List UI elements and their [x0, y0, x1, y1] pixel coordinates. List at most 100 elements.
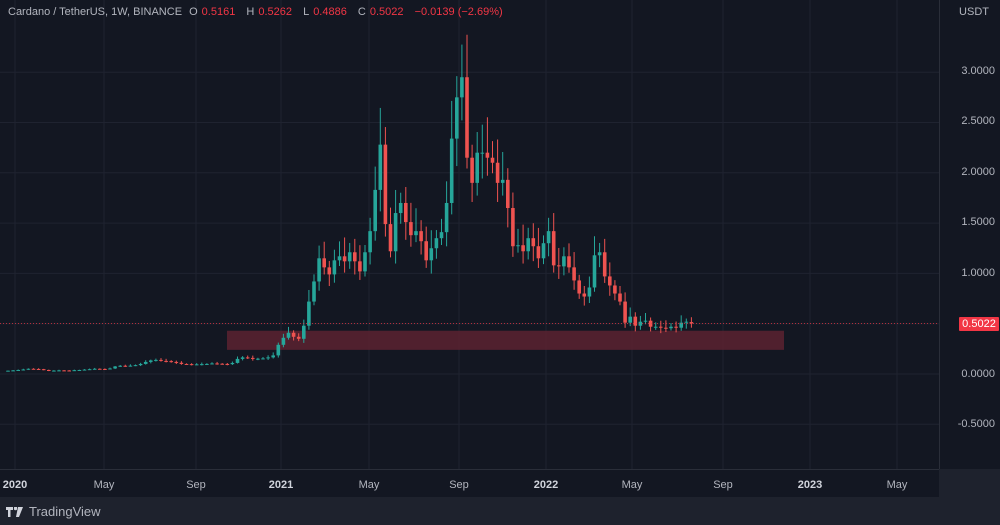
candle [194, 364, 199, 366]
candle [480, 152, 485, 154]
candle [669, 326, 673, 329]
candle [653, 326, 658, 328]
candle [429, 248, 434, 261]
candle [245, 357, 250, 359]
candle [618, 293, 622, 302]
x-tick: 2022 [533, 479, 559, 491]
candle [393, 213, 398, 252]
candle [11, 370, 15, 372]
candle [138, 363, 143, 366]
x-tick: May [358, 479, 380, 491]
candle [485, 152, 490, 158]
candle [516, 245, 520, 247]
candle [266, 357, 270, 359]
candle [511, 208, 515, 247]
candle [215, 363, 219, 365]
candle [592, 255, 597, 288]
candle [648, 320, 653, 327]
candle [133, 365, 138, 367]
candle [470, 157, 474, 183]
candle [363, 252, 367, 272]
x-tick: May [93, 479, 115, 491]
currency-unit[interactable]: USDT [959, 6, 989, 18]
candle [52, 370, 56, 372]
chart-pane[interactable]: Cardano / TetherUS, 1W, BINANCE O 0.5161 … [0, 0, 939, 469]
candle [689, 322, 694, 324]
candle [36, 368, 41, 370]
candle [378, 144, 383, 190]
candlestick-plot[interactable] [0, 0, 939, 469]
candle [546, 231, 551, 244]
x-tick: 2020 [2, 479, 28, 491]
candle [424, 241, 428, 261]
candle [57, 370, 61, 372]
candle [271, 355, 275, 358]
candle [128, 365, 133, 367]
candle [31, 368, 36, 370]
candle [286, 332, 291, 338]
candle [210, 363, 214, 365]
candle [276, 344, 281, 356]
candle [368, 231, 372, 253]
x-tick: May [621, 479, 643, 491]
candle [434, 238, 439, 249]
candle [67, 370, 71, 372]
y-tick: 1.5000 [961, 216, 995, 228]
x-tick: 2021 [268, 479, 294, 491]
candle [240, 357, 245, 359]
candle [419, 231, 423, 242]
candle [613, 285, 617, 294]
candle [526, 238, 530, 252]
candle [179, 362, 184, 364]
ohlc-low: L 0.4886 [303, 6, 347, 18]
support-zone [227, 330, 784, 350]
candle [26, 368, 31, 370]
candle [404, 202, 408, 223]
tradingview-logo-icon [6, 506, 23, 517]
candle [582, 293, 587, 297]
y-tick: 3.0000 [961, 65, 995, 77]
y-tick: 0.0000 [961, 368, 995, 380]
tradingview-logo[interactable]: TradingView [6, 504, 101, 519]
candle [674, 326, 678, 328]
ohlc-close: C 0.5022 [357, 6, 404, 18]
candle [551, 231, 556, 266]
candle [205, 363, 209, 365]
candle [541, 243, 546, 259]
candle [296, 336, 301, 339]
candle [149, 360, 153, 362]
price-scale[interactable]: USDT 3.0000 2.5000 2.0000 1.5000 1.0000 … [939, 0, 1000, 469]
time-scale[interactable]: 2020 May Sep 2021 May Sep 2022 May Sep 2023 May [0, 469, 939, 498]
candle [633, 316, 638, 326]
candle [312, 281, 316, 302]
candle [113, 366, 117, 369]
candle [449, 138, 454, 203]
candle [414, 231, 418, 236]
candle [587, 287, 592, 297]
candle [143, 361, 148, 364]
candle [460, 77, 464, 98]
candle [684, 321, 689, 323]
candle [154, 359, 158, 361]
current-price-tag: 0.5022 [959, 317, 999, 331]
candle [332, 260, 337, 275]
candle [353, 252, 357, 262]
candle [398, 202, 403, 214]
candle [664, 327, 668, 329]
candle [608, 276, 612, 286]
candle [225, 363, 230, 365]
candle [506, 179, 510, 209]
x-tick: Sep [186, 479, 206, 491]
y-tick: 2.5000 [961, 115, 995, 127]
candle [169, 361, 173, 363]
candle [281, 337, 286, 345]
x-tick: Sep [449, 479, 469, 491]
candle [189, 364, 194, 366]
candle [87, 369, 92, 371]
y-tick: -0.5000 [957, 418, 995, 430]
candle [572, 267, 576, 281]
x-tick: Sep [713, 479, 733, 491]
candle [521, 245, 525, 252]
candle [92, 368, 97, 370]
candle [388, 224, 393, 252]
